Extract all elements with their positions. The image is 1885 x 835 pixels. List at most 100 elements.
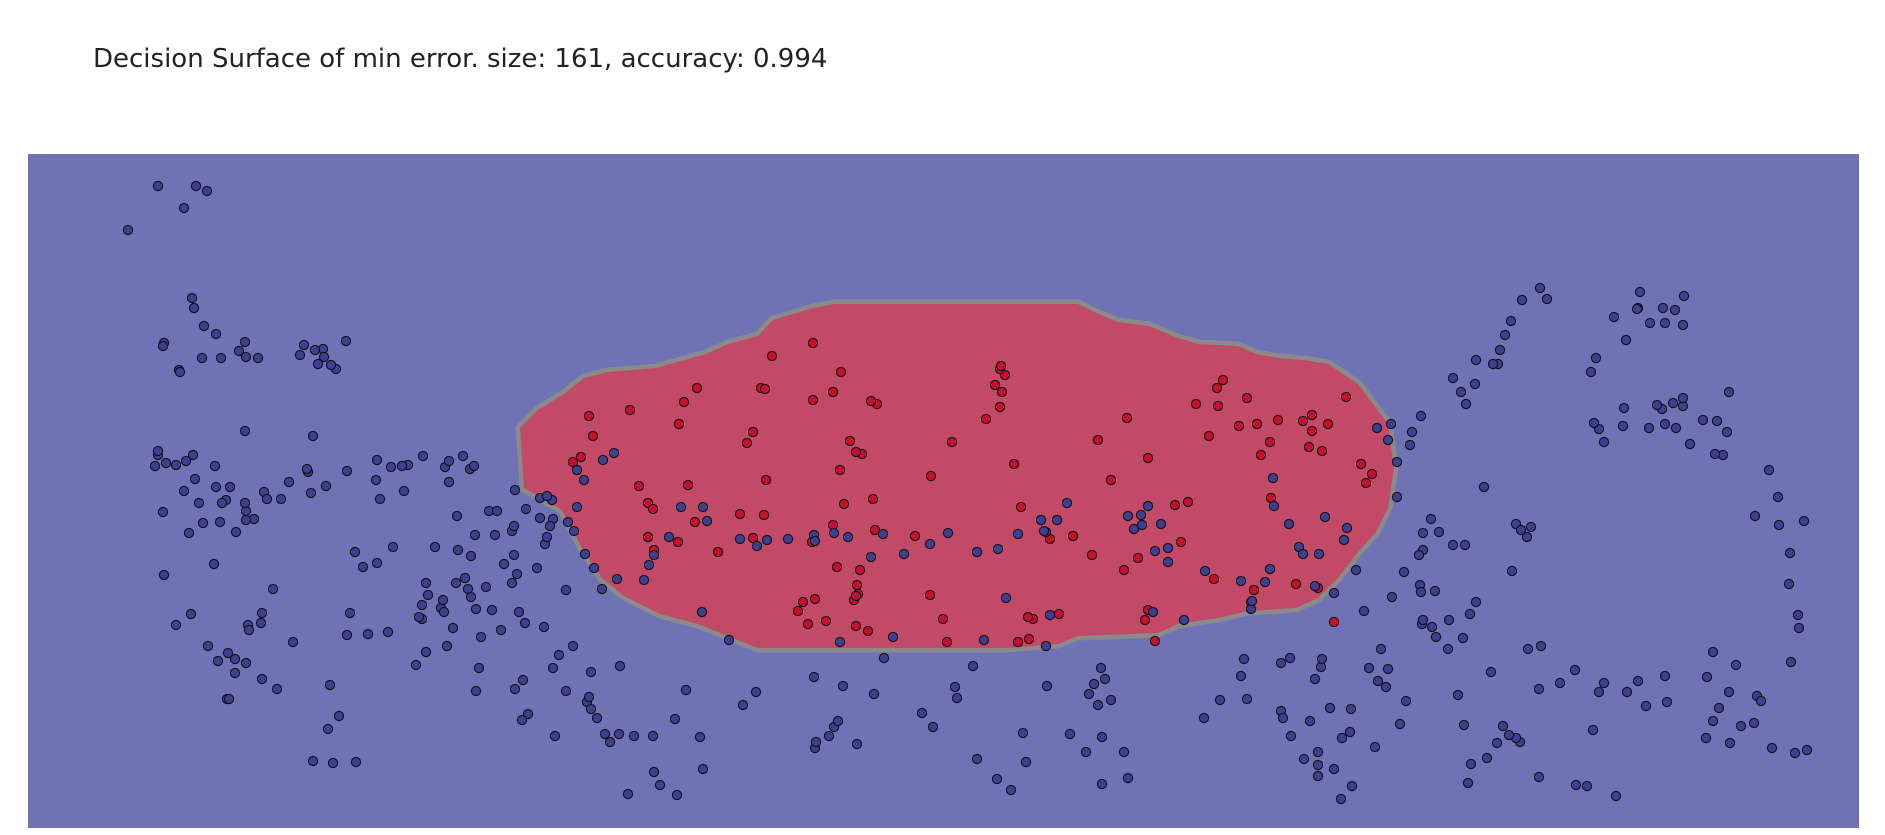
data-point-class-1	[760, 474, 772, 486]
data-point-class-1	[865, 395, 877, 407]
data-point-class-0	[189, 473, 201, 485]
data-point-class-0	[307, 430, 319, 442]
data-point-class-1	[925, 470, 937, 482]
data-point-class-0	[571, 464, 583, 476]
data-point-class-0	[294, 349, 306, 361]
data-point-class-0	[851, 738, 863, 750]
data-point-class-0	[1000, 592, 1012, 604]
data-point-class-0	[737, 699, 749, 711]
data-point-class-0	[186, 292, 198, 304]
data-point-class-0	[1657, 302, 1669, 314]
data-point-class-0	[1005, 784, 1017, 796]
data-point-class-0	[562, 516, 574, 528]
data-point-class-1	[807, 337, 819, 349]
data-point-class-1	[937, 613, 949, 625]
data-point-class-0	[341, 629, 353, 641]
data-point-class-1	[867, 493, 879, 505]
data-point-class-0	[1491, 737, 1503, 749]
data-point-class-0	[420, 646, 432, 658]
data-point-class-1	[1012, 636, 1024, 648]
data-point-class-1	[850, 446, 862, 458]
data-point-class-0	[1371, 422, 1383, 434]
data-point-class-0	[1515, 524, 1527, 536]
data-point-class-0	[416, 599, 428, 611]
data-point-class-0	[344, 607, 356, 619]
data-point-class-0	[808, 671, 820, 683]
data-point-class-0	[371, 557, 383, 569]
data-point-class-0	[301, 463, 313, 475]
data-point-class-0	[1711, 415, 1723, 427]
data-point-class-0	[654, 779, 666, 791]
data-point-class-0	[734, 533, 746, 545]
data-point-class-1	[1264, 436, 1276, 448]
data-point-class-1	[1255, 449, 1267, 461]
data-point-class-0	[202, 640, 214, 652]
data-point-class-0	[170, 619, 182, 631]
data-point-class-1	[835, 366, 847, 378]
data-point-class-0	[622, 788, 634, 800]
data-point-class-0	[122, 224, 134, 236]
data-point-class-0	[837, 680, 849, 692]
data-point-class-0	[210, 328, 222, 340]
data-point-class-0	[877, 528, 889, 540]
data-point-class-0	[1020, 756, 1032, 768]
data-point-class-0	[475, 631, 487, 643]
data-point-class-0	[1099, 673, 1111, 685]
data-point-class-1	[1328, 616, 1340, 628]
data-point-class-0	[413, 611, 425, 623]
data-point-class-0	[1309, 673, 1321, 685]
data-point-class-0	[1017, 727, 1029, 739]
data-point-class-1	[809, 593, 821, 605]
data-point-class-0	[1275, 657, 1287, 669]
data-point-class-0	[978, 634, 990, 646]
data-point-class-0	[1298, 753, 1310, 765]
data-point-class-1	[1306, 425, 1318, 437]
data-point-class-1	[995, 360, 1007, 372]
data-point-class-0	[1506, 565, 1518, 577]
data-point-class-1	[850, 620, 862, 632]
data-point-class-1	[1053, 608, 1065, 620]
data-point-class-0	[491, 505, 503, 517]
data-point-class-0	[585, 703, 597, 715]
data-point-class-1	[941, 636, 953, 648]
data-point-class-0	[208, 558, 220, 570]
data-point-class-0	[452, 544, 464, 556]
data-point-class-0	[597, 454, 609, 466]
data-point-class-0	[370, 474, 382, 486]
data-point-class-0	[949, 681, 961, 693]
data-point-class-0	[1241, 693, 1253, 705]
data-point-class-0	[470, 685, 482, 697]
data-point-class-0	[1525, 521, 1537, 533]
data-point-class-0	[1465, 758, 1477, 770]
data-point-class-0	[1535, 640, 1547, 652]
data-point-class-0	[1766, 742, 1778, 754]
data-point-class-0	[1313, 548, 1325, 560]
data-point-class-0	[1570, 779, 1582, 791]
data-point-class-0	[971, 753, 983, 765]
data-point-class-1	[1182, 496, 1194, 508]
data-point-class-0	[357, 561, 369, 573]
data-point-class-0	[201, 185, 213, 197]
data-point-class-1	[1008, 458, 1020, 470]
data-point-class-0	[1470, 596, 1482, 608]
data-point-class-0	[197, 517, 209, 529]
data-point-class-1	[807, 394, 819, 406]
data-point-class-1	[587, 430, 599, 442]
data-point-class-1	[741, 437, 753, 449]
data-point-class-1	[1306, 409, 1318, 421]
data-point-class-0	[1199, 565, 1211, 577]
data-point-class-0	[1659, 670, 1671, 682]
data-point-class-0	[333, 710, 345, 722]
data-point-class-0	[1707, 646, 1719, 658]
data-point-class-0	[1749, 510, 1761, 522]
data-point-class-1	[712, 546, 724, 558]
data-point-class-0	[1644, 317, 1656, 329]
data-point-class-0	[1610, 790, 1622, 802]
data-point-class-0	[1083, 688, 1095, 700]
data-point-class-0	[174, 366, 186, 378]
data-point-class-1	[567, 456, 579, 468]
data-point-class-0	[271, 683, 283, 695]
data-point-class-1	[831, 561, 843, 573]
data-point-class-0	[942, 527, 954, 539]
data-point-class-1	[1142, 452, 1154, 464]
